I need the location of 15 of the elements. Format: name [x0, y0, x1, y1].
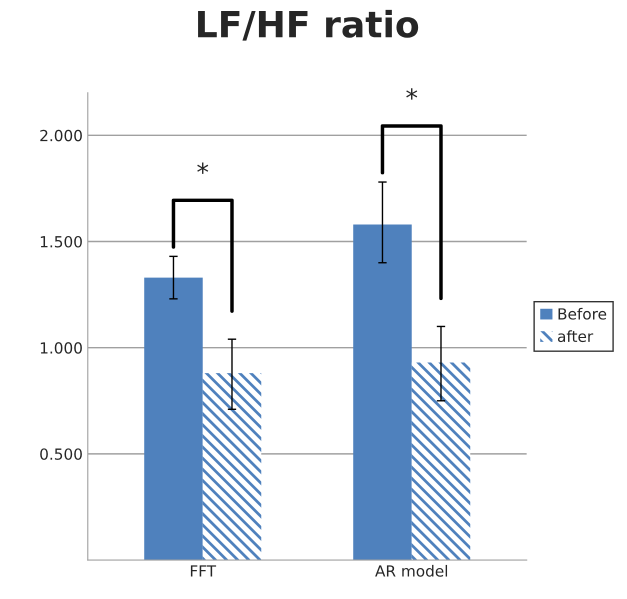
y-tick-label: 1.000 [40, 342, 82, 354]
y-tick-label: 1.500 [40, 236, 82, 248]
annotation: * [197, 162, 208, 174]
y-tick-label: 2.000 [40, 130, 82, 142]
annotation: * [406, 88, 418, 100]
legend-label: after [558, 330, 594, 342]
bar [144, 278, 203, 560]
x-tick-label: FFT [190, 565, 216, 577]
legend-label: Before [558, 308, 606, 320]
bar [353, 224, 412, 560]
chart-title: LF/HF ratio [198, 10, 418, 41]
x-tick-label: AR model [375, 564, 448, 577]
y-tick-label: 0.500 [40, 448, 82, 460]
bar [412, 362, 470, 560]
bar [202, 373, 262, 560]
